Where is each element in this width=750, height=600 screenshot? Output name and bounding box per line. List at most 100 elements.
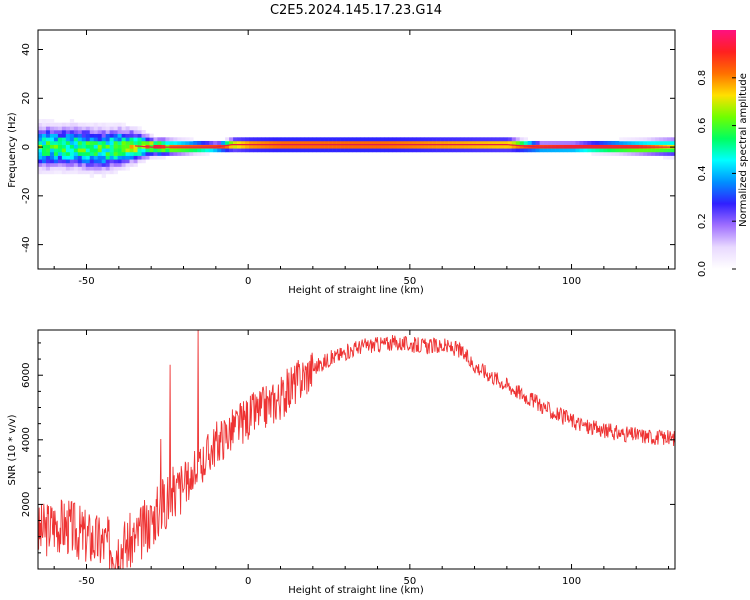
spectrogram-cell bbox=[38, 170, 43, 175]
spectrogram-cell bbox=[436, 148, 441, 153]
spectrogram-cell bbox=[93, 126, 99, 131]
spectrogram-cell bbox=[436, 140, 441, 145]
spectrogram-cell bbox=[73, 137, 79, 142]
spectrogram-cell bbox=[93, 133, 99, 138]
spectrogram-cell bbox=[241, 137, 246, 142]
spectrogram-cell bbox=[587, 148, 592, 153]
spectrogram-cell bbox=[643, 140, 648, 145]
spectrogram-cell bbox=[181, 137, 186, 142]
spectrogram-cell bbox=[276, 144, 282, 149]
spectrogram-cell bbox=[316, 144, 321, 149]
spectrogram-cell bbox=[77, 140, 83, 145]
spectrogram-cell bbox=[129, 137, 134, 142]
colorbar-tick-label: 0.4 bbox=[697, 165, 708, 181]
spectrogram-cell bbox=[205, 140, 210, 145]
spectrogram-cell bbox=[671, 148, 676, 153]
spectrogram-cell bbox=[113, 140, 118, 145]
spectrogram-cell bbox=[559, 148, 564, 153]
spectrogram-cell bbox=[49, 166, 55, 171]
spectrogram-cell bbox=[296, 137, 302, 142]
spectrogram-cell bbox=[141, 151, 146, 156]
spectrogram-cell bbox=[181, 151, 186, 156]
spectrogram-cell bbox=[165, 140, 170, 145]
spectrogram-cell bbox=[117, 140, 122, 145]
spectrogram-cell bbox=[388, 140, 393, 145]
spectrogram-cell bbox=[133, 126, 138, 131]
spectrogram-cell bbox=[619, 140, 624, 145]
spectrogram-cell bbox=[483, 144, 489, 149]
spectrogram-cell bbox=[491, 137, 497, 142]
y-tick-label: -20 bbox=[21, 188, 32, 204]
spectrogram-cell bbox=[655, 151, 660, 156]
spectrogram-cell bbox=[671, 155, 676, 160]
spectrogram-cell bbox=[364, 137, 369, 142]
spectrogram-cell bbox=[563, 148, 568, 153]
x-tick-label: 50 bbox=[403, 576, 416, 587]
spectrogram-cell bbox=[368, 144, 373, 149]
spectrogram-cell bbox=[117, 166, 122, 171]
spectrogram-cell bbox=[173, 137, 178, 142]
spectrogram-cell bbox=[73, 162, 79, 167]
spectrogram-cell bbox=[483, 140, 489, 145]
spectrogram-cell bbox=[41, 126, 47, 131]
spectrogram-cell bbox=[77, 159, 83, 164]
spectrogram-cell bbox=[121, 151, 126, 156]
spectrogram-cell bbox=[304, 137, 310, 142]
spectrogram-cell bbox=[663, 148, 668, 153]
spectrogram-cell bbox=[487, 148, 493, 153]
spectrogram-cell bbox=[69, 119, 75, 123]
colorbar-label: Normalized spectral amplitude bbox=[738, 73, 749, 227]
spectrogram-cell bbox=[137, 126, 142, 131]
spectrogram-cell bbox=[428, 144, 433, 149]
spectrogram-cell bbox=[81, 155, 87, 160]
spectrogram-cell bbox=[288, 148, 294, 153]
spectrogram-cell bbox=[101, 133, 106, 138]
spectrogram-cell bbox=[125, 166, 130, 171]
spectrogram-cell bbox=[460, 140, 465, 145]
spectrogram-cell bbox=[205, 148, 210, 153]
spectrogram-cell bbox=[643, 137, 648, 142]
spectrogram-cell bbox=[173, 151, 178, 156]
spectrogram-cell bbox=[209, 140, 214, 145]
spectrogram-cell bbox=[73, 129, 79, 134]
spectrogram-cell bbox=[129, 148, 134, 153]
spectrogram-cell bbox=[89, 151, 95, 156]
spectrogram-cell bbox=[340, 140, 345, 145]
spectrogram-cell bbox=[667, 148, 672, 153]
spectrogram-cell bbox=[523, 140, 528, 145]
spectrogram-cell bbox=[77, 129, 83, 134]
spectrogram-cell bbox=[105, 137, 110, 142]
spectrogram-cell bbox=[105, 144, 110, 149]
spectrogram-cell bbox=[57, 144, 63, 149]
spectrogram-cell bbox=[308, 140, 313, 145]
spectrogram-cell bbox=[288, 137, 294, 142]
spectrogram-cell bbox=[65, 166, 71, 171]
spectrogram-cell bbox=[463, 137, 469, 142]
spectrogram-cell bbox=[264, 148, 270, 153]
spectrogram-cell bbox=[53, 155, 59, 160]
spectrogram-cell bbox=[57, 129, 63, 134]
spectrogram-cell bbox=[249, 137, 254, 142]
spectrogram-cell bbox=[97, 166, 102, 171]
spectrogram-cell bbox=[45, 166, 51, 171]
y-tick-label: 40 bbox=[21, 43, 32, 56]
spectrogram-cell bbox=[237, 140, 242, 145]
spectrogram-cell bbox=[607, 140, 612, 145]
spectrogram-cell bbox=[93, 170, 99, 175]
spectrogram-cell bbox=[133, 155, 138, 160]
spectrogram-cell bbox=[105, 126, 110, 131]
spectrogram-cell bbox=[424, 137, 429, 142]
spectrogram-cell bbox=[189, 140, 194, 145]
spectrogram-cell bbox=[396, 144, 401, 149]
spectrogram-cell bbox=[471, 148, 477, 153]
spectrogram-cell bbox=[61, 140, 67, 145]
spectrogram-cell bbox=[157, 151, 162, 156]
spectrogram-cell bbox=[519, 137, 525, 142]
spectrogram-cell bbox=[201, 140, 206, 145]
spectrogram-cell bbox=[639, 148, 644, 153]
spectrogram-cell bbox=[109, 151, 114, 156]
spectrogram-cell bbox=[189, 137, 194, 142]
spectrogram-cell bbox=[177, 148, 182, 153]
spectrogram-cell bbox=[296, 148, 302, 153]
spectrogram-cell bbox=[543, 140, 548, 145]
